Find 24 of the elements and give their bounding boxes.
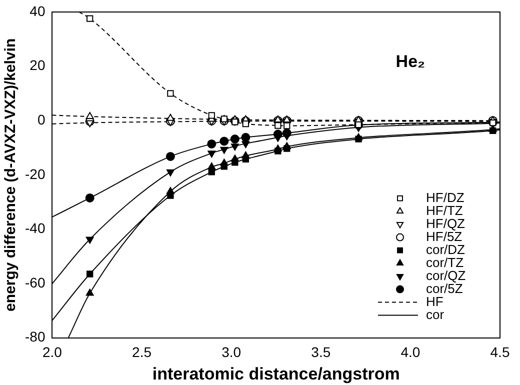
x-tick-label: 2.5 <box>132 344 152 360</box>
legend-label: cor <box>426 306 445 322</box>
x-tick-label: 3.0 <box>222 344 242 360</box>
x-axis-title: interatomic distance/angstrom <box>152 364 400 384</box>
y-tick-label: -60 <box>25 274 46 290</box>
x-tick-label: 4.0 <box>400 344 420 360</box>
y-tick-label: 20 <box>30 57 46 74</box>
x-tick-label: 3.5 <box>311 344 331 360</box>
legend-label: HF/QZ <box>426 216 466 231</box>
legend-label: HF <box>426 294 444 309</box>
y-tick-label: -40 <box>25 220 46 236</box>
y-tick-label: 40 <box>30 2 46 19</box>
x-tick-label: 2.0 <box>42 344 62 360</box>
y-tick-label: -80 <box>25 328 46 345</box>
y-axis-title: energy difference (d-AVXZ-VXZ)/kelvin <box>2 38 20 312</box>
legend-label: HF/TZ <box>426 202 463 218</box>
legend-label: HF/DZ <box>426 190 464 205</box>
x-tick-label: 4.5 <box>490 344 510 360</box>
legend-label: cor/QZ <box>426 268 466 283</box>
y-tick-label: -20 <box>25 166 46 182</box>
annotation: He₂ <box>396 52 426 71</box>
legend-label: cor/DZ <box>426 242 466 257</box>
y-tick-label: 0 <box>37 111 46 128</box>
legend-label: cor/TZ <box>426 254 464 270</box>
